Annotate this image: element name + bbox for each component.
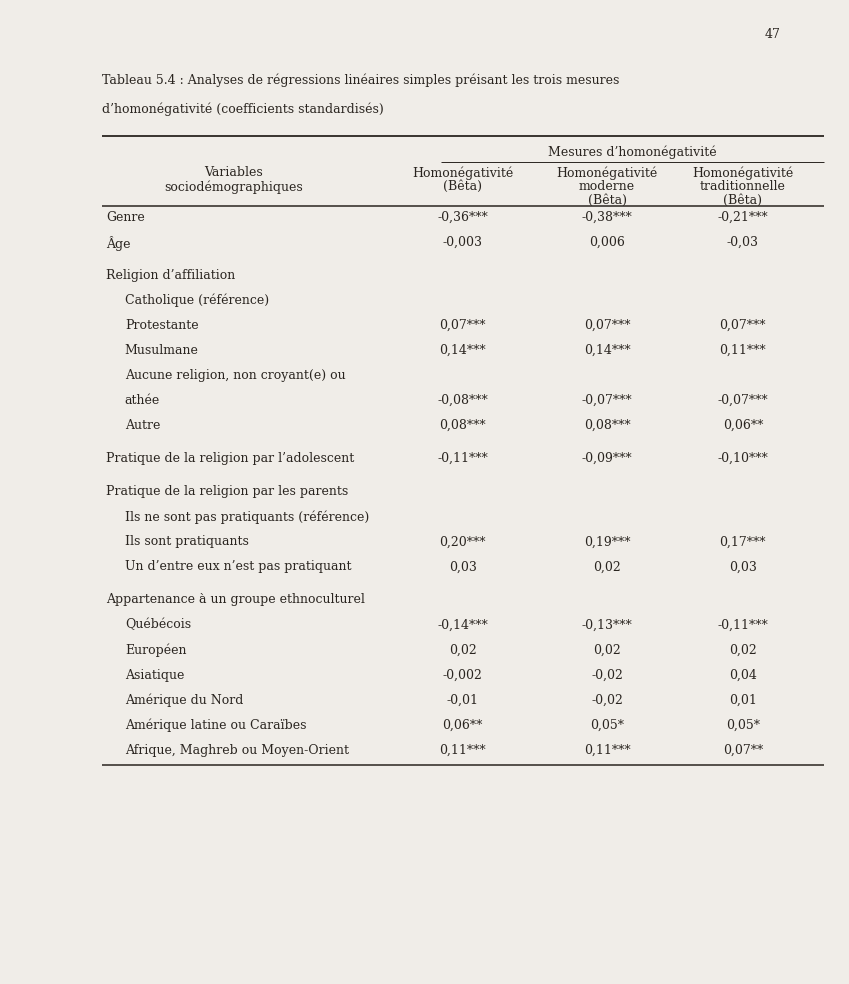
Text: -0,003: -0,003 xyxy=(442,235,483,249)
Text: 0,14***: 0,14*** xyxy=(440,343,486,357)
Text: 0,03: 0,03 xyxy=(729,560,756,574)
Text: 0,07**: 0,07** xyxy=(722,744,763,757)
Text: Musulmane: Musulmane xyxy=(125,343,199,357)
Text: -0,07***: -0,07*** xyxy=(582,394,633,407)
Text: 0,08***: 0,08*** xyxy=(584,419,630,432)
Text: (Bêta): (Bêta) xyxy=(443,180,482,193)
Text: -0,02: -0,02 xyxy=(591,694,623,707)
Text: -0,08***: -0,08*** xyxy=(437,394,488,407)
Text: Religion d’affiliation: Religion d’affiliation xyxy=(106,269,235,281)
Text: 0,03: 0,03 xyxy=(449,560,476,574)
Text: Autre: Autre xyxy=(125,419,160,432)
Text: 0,11***: 0,11*** xyxy=(584,744,630,757)
Text: -0,13***: -0,13*** xyxy=(582,618,633,632)
Text: Québécois: Québécois xyxy=(125,618,191,632)
Text: 0,02: 0,02 xyxy=(593,644,621,656)
Text: Asiatique: Asiatique xyxy=(125,668,184,682)
Text: Pratique de la religion par l’adolescent: Pratique de la religion par l’adolescent xyxy=(106,452,354,465)
Text: moderne: moderne xyxy=(579,180,635,193)
Text: -0,03: -0,03 xyxy=(727,235,759,249)
Text: Tableau 5.4 : Analyses de régressions linéaires simples préisant les trois mesur: Tableau 5.4 : Analyses de régressions li… xyxy=(102,74,619,88)
Text: Ils sont pratiquants: Ils sont pratiquants xyxy=(125,535,249,548)
Text: Aucune religion, non croyant(e) ou: Aucune religion, non croyant(e) ou xyxy=(125,369,346,382)
Text: traditionnelle: traditionnelle xyxy=(700,180,786,193)
Text: -0,11***: -0,11*** xyxy=(437,452,488,465)
Text: -0,07***: -0,07*** xyxy=(717,394,768,407)
Text: -0,14***: -0,14*** xyxy=(437,618,488,632)
Text: Âge: Âge xyxy=(106,235,131,251)
Text: (Bêta): (Bêta) xyxy=(588,194,627,207)
Text: 0,14***: 0,14*** xyxy=(584,343,630,357)
Text: 0,17***: 0,17*** xyxy=(720,535,766,548)
Text: Ils ne sont pas pratiquants (référence): Ils ne sont pas pratiquants (référence) xyxy=(125,510,369,523)
Text: Genre: Genre xyxy=(106,211,145,223)
Text: Amérique du Nord: Amérique du Nord xyxy=(125,694,243,707)
Text: 0,006: 0,006 xyxy=(589,235,625,249)
Text: -0,10***: -0,10*** xyxy=(717,452,768,465)
Text: Homonégativité: Homonégativité xyxy=(692,166,794,180)
Text: 0,07***: 0,07*** xyxy=(440,319,486,332)
Text: 0,07***: 0,07*** xyxy=(584,319,630,332)
Text: Catholique (référence): Catholique (référence) xyxy=(125,293,269,307)
Text: Pratique de la religion par les parents: Pratique de la religion par les parents xyxy=(106,485,348,498)
Text: -0,09***: -0,09*** xyxy=(582,452,633,465)
Text: Afrique, Maghreb ou Moyen-Orient: Afrique, Maghreb ou Moyen-Orient xyxy=(125,744,349,757)
Text: Mesures d’homonégativité: Mesures d’homonégativité xyxy=(548,146,717,159)
Text: Homonégativité: Homonégativité xyxy=(556,166,658,180)
Text: -0,002: -0,002 xyxy=(443,668,482,682)
Text: Amérique latine ou Caraïbes: Amérique latine ou Caraïbes xyxy=(125,718,306,732)
Text: 0,02: 0,02 xyxy=(449,644,476,656)
Text: -0,02: -0,02 xyxy=(591,668,623,682)
Text: Protestante: Protestante xyxy=(125,319,199,332)
Text: -0,38***: -0,38*** xyxy=(582,211,633,223)
Text: 0,11***: 0,11*** xyxy=(720,343,766,357)
Text: athée: athée xyxy=(125,394,160,407)
Text: Européen: Européen xyxy=(125,644,186,657)
Text: 47: 47 xyxy=(765,28,780,40)
Text: 0,06**: 0,06** xyxy=(722,419,763,432)
Text: 0,20***: 0,20*** xyxy=(440,535,486,548)
Text: (Bêta): (Bêta) xyxy=(723,194,762,207)
Text: -0,36***: -0,36*** xyxy=(437,211,488,223)
Text: 0,05*: 0,05* xyxy=(726,718,760,732)
Text: d’homonégativité (coefficients standardisés): d’homonégativité (coefficients standardi… xyxy=(102,102,384,116)
Text: 0,01: 0,01 xyxy=(729,694,756,707)
Text: 0,08***: 0,08*** xyxy=(440,419,486,432)
Text: -0,01: -0,01 xyxy=(447,694,479,707)
Text: -0,21***: -0,21*** xyxy=(717,211,768,223)
Text: sociodémographiques: sociodémographiques xyxy=(164,180,303,194)
Text: Appartenance à un groupe ethnoculturel: Appartenance à un groupe ethnoculturel xyxy=(106,593,365,606)
Text: 0,06**: 0,06** xyxy=(442,718,483,732)
Text: 0,11***: 0,11*** xyxy=(440,744,486,757)
Text: 0,02: 0,02 xyxy=(729,644,756,656)
Text: 0,07***: 0,07*** xyxy=(720,319,766,332)
Text: 0,19***: 0,19*** xyxy=(584,535,630,548)
Text: -0,11***: -0,11*** xyxy=(717,618,768,632)
Text: 0,05*: 0,05* xyxy=(590,718,624,732)
Text: Un d’entre eux n’est pas pratiquant: Un d’entre eux n’est pas pratiquant xyxy=(125,560,351,574)
Text: 0,04: 0,04 xyxy=(729,668,756,682)
Text: 0,02: 0,02 xyxy=(593,560,621,574)
Text: Variables: Variables xyxy=(204,166,263,179)
Text: Homonégativité: Homonégativité xyxy=(412,166,514,180)
